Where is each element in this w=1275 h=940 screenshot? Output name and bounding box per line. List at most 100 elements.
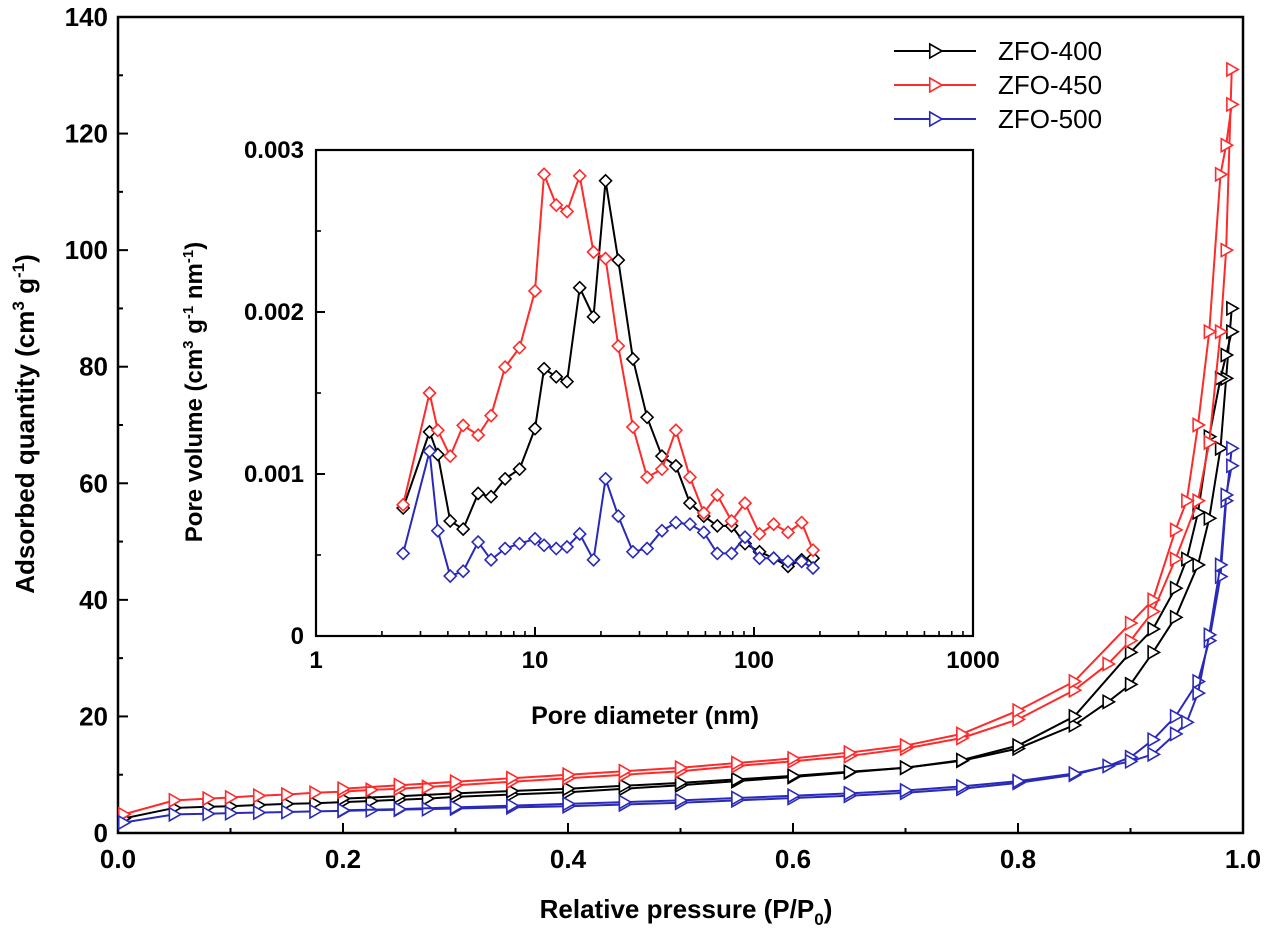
inset-data-point-zfo-450 [724, 513, 739, 529]
data-point-zfo-500 [168, 806, 183, 823]
main-x-tick-label: 0.0 [100, 844, 136, 874]
main-x-tick-label: 0.4 [550, 844, 587, 874]
data-point-zfo-450 [309, 784, 323, 801]
inset-data-point-zfo-400 [611, 253, 626, 268]
inset-data-point-zfo-450 [654, 462, 670, 477]
data-point-zfo-500 [674, 792, 689, 809]
data-point-zfo-400 [1068, 708, 1083, 725]
data-point-zfo-500 [1226, 440, 1240, 457]
legend-marker-zfo-500 [928, 110, 944, 128]
data-point-zfo-500 [1181, 714, 1195, 731]
data-point-zfo-450 [1220, 137, 1235, 154]
data-point-zfo-450 [337, 780, 352, 797]
inset-data-point-zfo-400 [668, 458, 684, 474]
data-point-zfo-400 [1169, 580, 1184, 597]
inset-data-point-zfo-400 [483, 489, 499, 504]
inset-data-point-zfo-450 [710, 487, 725, 503]
data-point-zfo-400 [1124, 644, 1139, 661]
legend: ZFO-400 ZFO-450 ZFO-500 [894, 36, 1102, 134]
data-point-zfo-450 [506, 770, 520, 787]
data-point-zfo-450 [843, 744, 858, 761]
inset-data-point-zfo-500 [805, 560, 821, 576]
main-x-tick-label: 1.0 [1225, 844, 1261, 874]
inset-data-point-zfo-400 [572, 280, 587, 295]
legend-marker-zfo-450 [928, 76, 944, 94]
data-point-zfo-450 [1169, 522, 1184, 538]
main-y-tick-label: 60 [79, 468, 108, 498]
data-point-zfo-400 [1147, 644, 1162, 661]
inset-x-tick-label: 1 [309, 647, 322, 674]
data-point-zfo-450 [281, 786, 295, 803]
inset-data-point-zfo-500 [752, 551, 767, 566]
inset-data-point-zfo-500 [422, 444, 437, 459]
inset-data-point-zfo-450 [625, 419, 641, 435]
inset-data-point-zfo-400 [639, 410, 655, 425]
data-point-zfo-450 [252, 787, 267, 804]
inset-data-point-zfo-450 [766, 517, 781, 532]
inset-data-point-zfo-450 [696, 505, 711, 521]
data-point-zfo-500 [1214, 557, 1229, 573]
inset-data-point-zfo-400 [625, 351, 641, 367]
data-point-zfo-450 [1226, 61, 1240, 78]
data-point-zfo-400 [956, 752, 970, 769]
inset-data-point-zfo-500 [536, 538, 552, 553]
data-point-zfo-400 [899, 759, 914, 776]
data-point-zfo-400 [787, 768, 802, 784]
main-x-tick-label: 0.6 [775, 844, 811, 874]
data-point-zfo-500 [1220, 487, 1235, 503]
data-point-zfo-450 [1124, 615, 1139, 632]
data-point-zfo-500 [337, 802, 352, 819]
data-point-zfo-500 [843, 785, 858, 802]
data-point-zfo-500 [1169, 726, 1184, 742]
legend-marker-zfo-400 [928, 42, 944, 60]
inset-data-point-zfo-450 [668, 423, 684, 438]
data-point-zfo-400 [1169, 609, 1184, 626]
inset-data-point-zfo-500 [766, 551, 781, 566]
data-point-zfo-450 [1169, 551, 1184, 567]
data-point-zfo-450 [168, 792, 183, 809]
data-point-zfo-450 [202, 790, 217, 807]
data-point-zfo-400 [674, 774, 689, 791]
data-point-zfo-450 [1203, 434, 1218, 451]
data-point-zfo-450 [1102, 656, 1117, 672]
data-point-zfo-450 [1214, 166, 1229, 183]
inset-data-point-zfo-400 [586, 309, 601, 324]
data-point-zfo-500 [1124, 753, 1139, 770]
inset-data-point-zfo-500 [471, 534, 486, 550]
inset-data-point-zfo-450 [483, 408, 499, 423]
inset-y-tick-label: 0.003 [244, 137, 304, 164]
data-point-zfo-450 [449, 773, 464, 790]
main-y-tick-label: 120 [65, 119, 108, 149]
inset-data-point-zfo-400 [559, 374, 575, 389]
data-point-zfo-400 [618, 777, 633, 794]
data-point-zfo-450 [1203, 323, 1218, 340]
data-point-zfo-450 [1220, 242, 1235, 259]
inset-data-point-zfo-500 [737, 530, 753, 545]
data-point-zfo-500 [252, 804, 267, 821]
inset-x-tick-label: 10 [522, 647, 549, 674]
inset-y-tick-label: 0 [291, 623, 304, 650]
main-x-tick-label: 0.8 [1000, 844, 1036, 874]
inset-data-point-zfo-500 [586, 552, 601, 567]
data-point-zfo-500 [117, 814, 132, 831]
inset-data-point-zfo-500 [724, 546, 739, 561]
inset-series-layer [396, 167, 821, 584]
data-point-zfo-500 [506, 797, 520, 814]
inset-data-point-zfo-450 [396, 497, 411, 512]
data-point-zfo-450 [956, 726, 970, 742]
data-point-zfo-450 [1147, 591, 1162, 608]
inset-data-point-zfo-500 [443, 568, 458, 584]
data-point-zfo-450 [618, 763, 633, 780]
inset-data-point-zfo-450 [737, 496, 753, 511]
inset-data-point-zfo-500 [527, 531, 543, 546]
data-point-zfo-400 [506, 783, 520, 799]
main-y-tick-label: 0 [94, 818, 108, 848]
main-y-tick-label: 100 [65, 235, 108, 265]
data-point-zfo-500 [202, 805, 217, 822]
data-point-zfo-500 [1169, 708, 1184, 725]
data-point-zfo-450 [1124, 632, 1139, 649]
main-y-tick-label: 80 [79, 352, 108, 382]
inset-data-point-zfo-450 [598, 251, 613, 266]
data-point-zfo-400 [1102, 693, 1117, 710]
main-y-axis-title: Adsorbed quantity (cm3 g-1) [9, 254, 40, 594]
